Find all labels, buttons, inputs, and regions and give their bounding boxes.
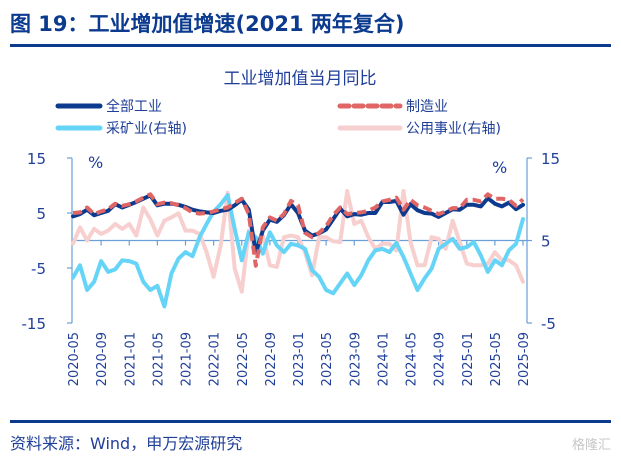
legend-label-manufacturing: 制造业 [406, 99, 448, 115]
watermark: 格隆汇 [571, 438, 611, 453]
x-axis-tick-label: 2024-01 [376, 332, 391, 386]
legend-label-all-industry: 全部工业 [106, 98, 162, 115]
x-axis-tick-label: 2023-09 [348, 332, 363, 386]
figure-title: 图 19：工业增加值增速(2021 两年复合) [10, 12, 405, 36]
x-axis-tick-label: 2025-05 [489, 332, 504, 386]
x-axis-tick-label: 2021-09 [180, 332, 195, 386]
x-axis-tick-label: 2020-05 [67, 332, 82, 386]
right-axis-tick-label: 5 [541, 233, 551, 251]
x-axis-tick-label: 2022-01 [208, 332, 223, 386]
x-axis-tick-label: 2023-05 [320, 332, 335, 386]
title-underline [10, 44, 611, 47]
x-axis-tick-label: 2023-01 [292, 332, 307, 386]
series-line-manufacturing [72, 192, 525, 268]
right-axis-tick-label: 15 [541, 150, 560, 168]
x-axis-tick-label: 2022-09 [264, 332, 279, 386]
series-line-utilities [71, 189, 525, 294]
right-axis-tick-label: -5 [541, 315, 556, 333]
left-axis-tick-label: -15 [22, 315, 47, 333]
x-axis-tick-label: 2021-01 [123, 332, 138, 386]
x-axis-tick-label: 2020-09 [95, 332, 110, 386]
legend: 全部工业 制造业 采矿业(右轴) 公用事业(右轴) [55, 98, 501, 137]
left-axis-tick-label: 15 [27, 150, 46, 168]
source-note: 资料来源：Wind，申万宏源研究 [10, 434, 243, 453]
x-axis-tick-label: 2024-05 [405, 332, 420, 386]
chart-title: 工业增加值当月同比 [224, 69, 377, 89]
left-axis-tick-label: 5 [36, 205, 46, 223]
left-axis-unit: % [88, 153, 103, 172]
x-axis-tick-label: 2022-05 [236, 332, 251, 386]
legend-label-utilities: 公用事业(右轴) [406, 121, 501, 137]
series-line-mining [71, 193, 525, 309]
legend-label-mining: 采矿业(右轴) [106, 121, 187, 137]
x-axis-tick-label: 2024-09 [433, 332, 448, 386]
x-axis-tick-label: 2025-09 [517, 332, 532, 386]
left-axis-tick-label: -5 [31, 260, 46, 278]
x-axis-tick-label: 2025-01 [461, 332, 476, 386]
footer-rule [10, 420, 611, 423]
right-axis-unit: % [492, 158, 507, 177]
x-axis-tick-label: 2021-05 [151, 332, 166, 386]
